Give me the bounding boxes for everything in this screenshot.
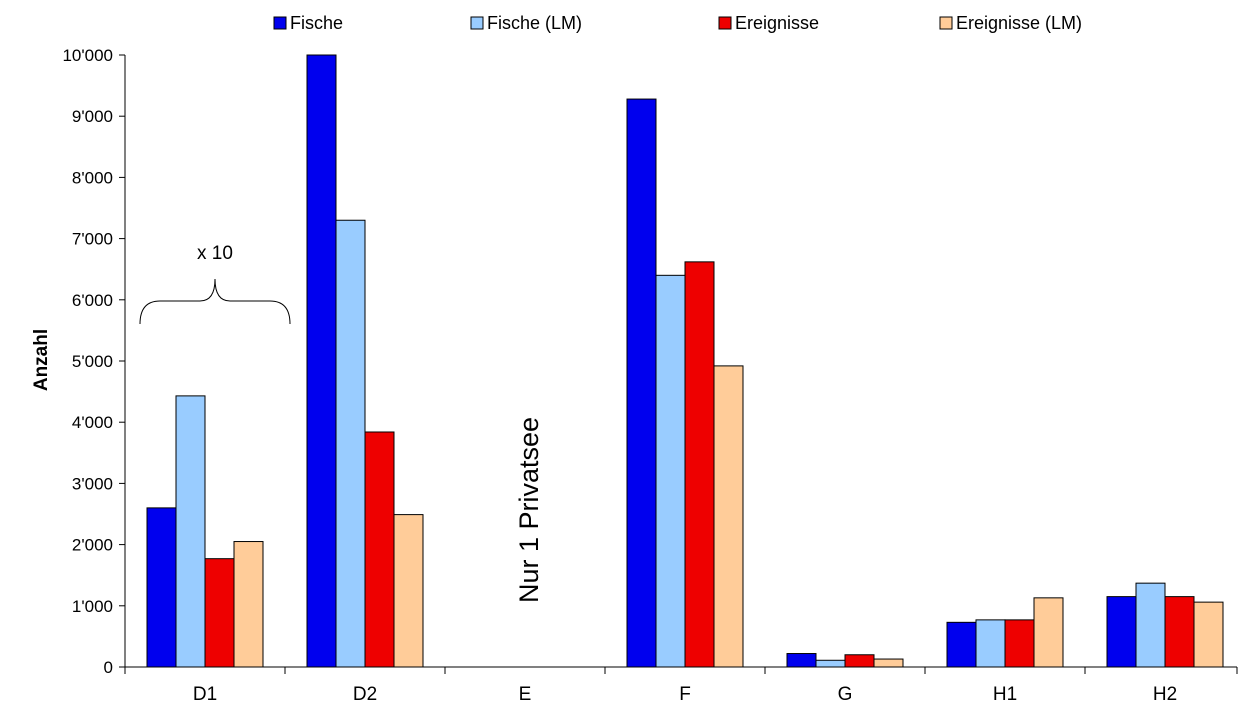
y-tick-label: 7'000	[72, 230, 113, 249]
bar-f-2	[655, 274, 686, 668]
legend-swatch	[718, 16, 732, 30]
x-tick-label: G	[838, 684, 853, 705]
y-axis: 0 1'000 2'000 3'000 4'000 5'000 6'000 7'000 8'00…	[62, 46, 126, 677]
y-tick-label: 5'000	[72, 352, 113, 371]
bar-g-3	[844, 654, 875, 668]
y-tick-label: 10'000	[62, 46, 113, 65]
bar-d1-1	[146, 507, 177, 668]
x-tick-label: H2	[1153, 684, 1177, 705]
annotations: x 10 Nur 1 Privatsee	[139, 243, 544, 603]
bars	[146, 54, 1224, 668]
bar-h2-1	[1106, 596, 1137, 668]
bar-d1-4	[233, 541, 264, 668]
x-tick-label: H1	[993, 684, 1017, 705]
y-tick-label: 2'000	[72, 536, 113, 555]
bar-f-1	[626, 98, 657, 668]
y-tick-label: 6'000	[72, 291, 113, 310]
y-axis-label: Anzahl	[31, 329, 52, 391]
y-tick-label: 4'000	[72, 413, 113, 432]
legend-swatch	[273, 16, 287, 30]
bar-d2-1	[306, 54, 337, 668]
bar-g-1	[786, 653, 817, 668]
x-tick-label: E	[519, 684, 532, 705]
annotation-x10: x 10	[197, 243, 233, 264]
y-tick-label: 9'000	[72, 107, 113, 126]
x-tick-label: D2	[353, 684, 377, 705]
bar-d1-3	[204, 558, 235, 668]
y-tick-label: 8'000	[72, 168, 113, 187]
bar-g-4	[873, 658, 904, 668]
bar-g-2	[815, 659, 846, 668]
brace-annotation	[139, 278, 291, 325]
y-tick-label: 3'000	[72, 474, 113, 493]
bar-d2-2	[335, 219, 366, 668]
bar-h2-3	[1164, 596, 1195, 668]
bar-h2-2	[1135, 582, 1166, 668]
y-tick-label: 1'000	[72, 597, 113, 616]
legend: Fische Fische (LM) Ereignisse Ereignisse (L…	[273, 13, 1082, 33]
bar-d2-3	[364, 431, 395, 668]
legend-label: Fische (LM)	[487, 13, 582, 33]
legend-swatch	[939, 16, 953, 30]
legend-swatch	[470, 16, 484, 30]
bar-f-3	[684, 261, 715, 668]
x-tick-label: D1	[193, 684, 217, 705]
bar-h1-1	[946, 621, 977, 668]
bar-d2-4	[393, 514, 424, 668]
bar-f-4	[713, 365, 744, 668]
legend-label: Fische	[290, 13, 343, 33]
x-tick-label: F	[679, 684, 691, 705]
bar-d1-2	[175, 395, 206, 668]
bar-h1-3	[1004, 619, 1035, 668]
bar-h2-4	[1193, 601, 1224, 668]
annotation-privatsee: Nur 1 Privatsee	[514, 417, 544, 603]
x-axis: D1 D2 E F G H1 H2	[124, 666, 1238, 705]
bar-h1-2	[975, 619, 1006, 668]
legend-label: Ereignisse (LM)	[956, 13, 1082, 33]
bar-h1-4	[1033, 597, 1064, 668]
y-tick-label: 0	[104, 658, 113, 677]
legend-label: Ereignisse	[735, 13, 819, 33]
